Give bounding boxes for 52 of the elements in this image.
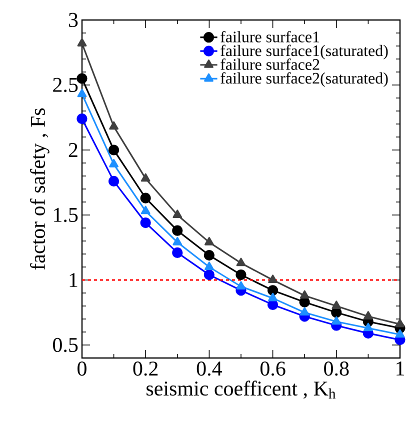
legend-label: failure surface2 <box>220 58 320 70</box>
point <box>364 322 373 332</box>
point <box>268 285 278 296</box>
x-tick-label: 0.2 <box>133 362 158 376</box>
y-tick-label: 1 <box>70 273 78 287</box>
x-tick-label: 0.4 <box>196 362 222 376</box>
point <box>300 307 310 316</box>
y-tick-label: 0.5 <box>53 338 78 352</box>
point <box>204 237 214 246</box>
y-tick-label: 2 <box>68 143 78 157</box>
y-tick-label: 3 <box>68 12 78 28</box>
point <box>395 318 405 328</box>
y-tick-label: 2.5 <box>53 78 78 92</box>
x-tick-label: 1 <box>396 362 404 376</box>
point <box>236 258 246 266</box>
x-axis-title: seismic coefficent , K$_{h}$ <box>146 380 336 399</box>
x-tick-label: 0 <box>78 362 86 376</box>
legend-label: failure surface2(saturated) <box>220 72 388 87</box>
point <box>204 262 214 270</box>
point <box>77 88 87 98</box>
point <box>172 247 183 258</box>
point <box>76 114 88 124</box>
point <box>108 176 120 186</box>
x-tick-label: 0.8 <box>324 362 349 376</box>
point <box>172 210 182 218</box>
point <box>140 192 151 204</box>
point <box>172 225 183 236</box>
x-tick-label: 0.6 <box>260 362 286 376</box>
point <box>140 206 150 214</box>
point <box>268 292 278 302</box>
point <box>108 144 120 156</box>
point <box>332 316 342 325</box>
point <box>395 329 405 338</box>
point <box>76 73 88 84</box>
point <box>300 290 310 299</box>
point <box>204 250 214 261</box>
point <box>140 217 151 228</box>
point <box>332 300 342 310</box>
point <box>268 274 278 284</box>
point <box>364 311 373 320</box>
point <box>204 270 214 280</box>
point <box>236 270 246 280</box>
point <box>236 281 246 290</box>
point <box>140 173 150 182</box>
point <box>109 158 118 168</box>
legend-label: failure surface1(saturated) <box>220 44 388 60</box>
y-tick-label: 1.5 <box>54 208 78 222</box>
point <box>109 121 118 130</box>
y-axis-title: factor of safety , Fs <box>30 108 50 270</box>
point <box>77 38 87 46</box>
legend-label: failure surface1 <box>220 30 320 42</box>
point <box>172 237 182 246</box>
